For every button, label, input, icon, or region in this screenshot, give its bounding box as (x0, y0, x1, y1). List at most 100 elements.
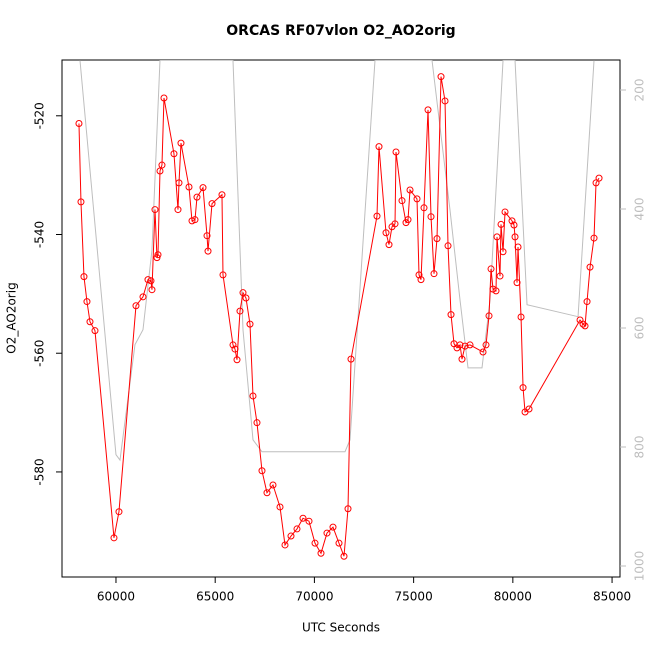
data-point (170, 150, 178, 158)
x-tick-label: 85000 (593, 590, 631, 604)
data-point (581, 322, 589, 330)
data-point (579, 320, 587, 328)
data-point (485, 312, 493, 320)
data-point (193, 193, 201, 201)
data-point (382, 229, 390, 237)
data-point (151, 206, 159, 214)
data-point (147, 277, 155, 285)
x-tick-label: 65000 (196, 590, 234, 604)
data-point (329, 523, 337, 531)
plot-area (75, 60, 603, 560)
data-point (75, 120, 83, 128)
data-point (311, 539, 319, 547)
data-point (417, 276, 425, 284)
data-point (391, 220, 399, 228)
y2-tick-label: 1000 (633, 551, 647, 582)
data-point (496, 272, 504, 280)
data-point (293, 525, 301, 533)
data-point (132, 302, 140, 310)
data-point (203, 232, 211, 240)
data-point (242, 294, 250, 302)
data-point (458, 355, 466, 363)
data-point (175, 179, 183, 187)
data-point (233, 356, 241, 364)
data-point (433, 235, 441, 243)
data-point (218, 191, 226, 199)
y-tick-label: -520 (33, 102, 47, 129)
data-point (525, 405, 533, 413)
y-tick-label: -560 (33, 340, 47, 367)
data-point (493, 233, 501, 241)
data-point (501, 208, 509, 216)
data-point (583, 298, 591, 306)
data-point (482, 341, 490, 349)
data-point (385, 241, 393, 249)
data-point (208, 200, 216, 208)
data-point (508, 217, 516, 225)
data-point (456, 341, 464, 349)
data-point (335, 539, 343, 547)
data-point (404, 216, 412, 224)
data-point (392, 148, 400, 156)
data-point (110, 534, 118, 542)
data-point (499, 248, 507, 256)
data-point (479, 348, 487, 356)
data-point (77, 198, 85, 206)
data-point (148, 286, 156, 294)
data-point (461, 342, 469, 350)
data-point (586, 263, 594, 271)
data-point (510, 221, 518, 229)
data-point (430, 270, 438, 278)
data-point (340, 552, 348, 560)
x-tick-label: 60000 (97, 590, 135, 604)
data-point (258, 467, 266, 475)
data-point (441, 97, 449, 105)
data-point (153, 254, 161, 262)
y-tick-label: -540 (33, 221, 47, 248)
y2-tick-label: 800 (633, 436, 647, 459)
data-point (139, 293, 147, 301)
data-point (199, 184, 207, 192)
data-point (447, 311, 455, 319)
data-point (514, 243, 522, 251)
data-point (246, 320, 254, 328)
data-point (158, 161, 166, 169)
data-point (420, 204, 428, 212)
data-point (323, 529, 331, 537)
data-point (86, 318, 94, 326)
data-point (466, 341, 474, 349)
data-point (229, 341, 237, 349)
data-point (375, 143, 383, 151)
data-point (413, 195, 421, 203)
data-point (511, 233, 519, 241)
data-point (231, 345, 239, 353)
data-point (154, 251, 162, 259)
data-point (287, 532, 295, 540)
data-point (281, 541, 289, 549)
y2-tick-label: 200 (633, 79, 647, 102)
data-point (305, 517, 313, 525)
data-point (519, 384, 527, 392)
data-point (437, 73, 445, 81)
data-point (406, 186, 414, 194)
data-point (492, 287, 500, 295)
data-point (160, 94, 168, 102)
data-point (204, 247, 212, 255)
x-tick-label: 70000 (295, 590, 333, 604)
data-point (239, 289, 247, 297)
data-point (249, 392, 257, 400)
data-point (236, 307, 244, 315)
data-point (299, 514, 307, 522)
data-point (188, 217, 196, 225)
y-tick-label: -580 (33, 458, 47, 485)
data-point (253, 419, 261, 427)
data-point (487, 265, 495, 273)
data-point (219, 271, 227, 279)
x-tick-label: 80000 (494, 590, 532, 604)
data-point (513, 279, 521, 287)
chart-title: ORCAS RF07vlon O2_AO2orig (226, 23, 455, 39)
data-point (344, 505, 352, 513)
data-point (191, 216, 199, 224)
